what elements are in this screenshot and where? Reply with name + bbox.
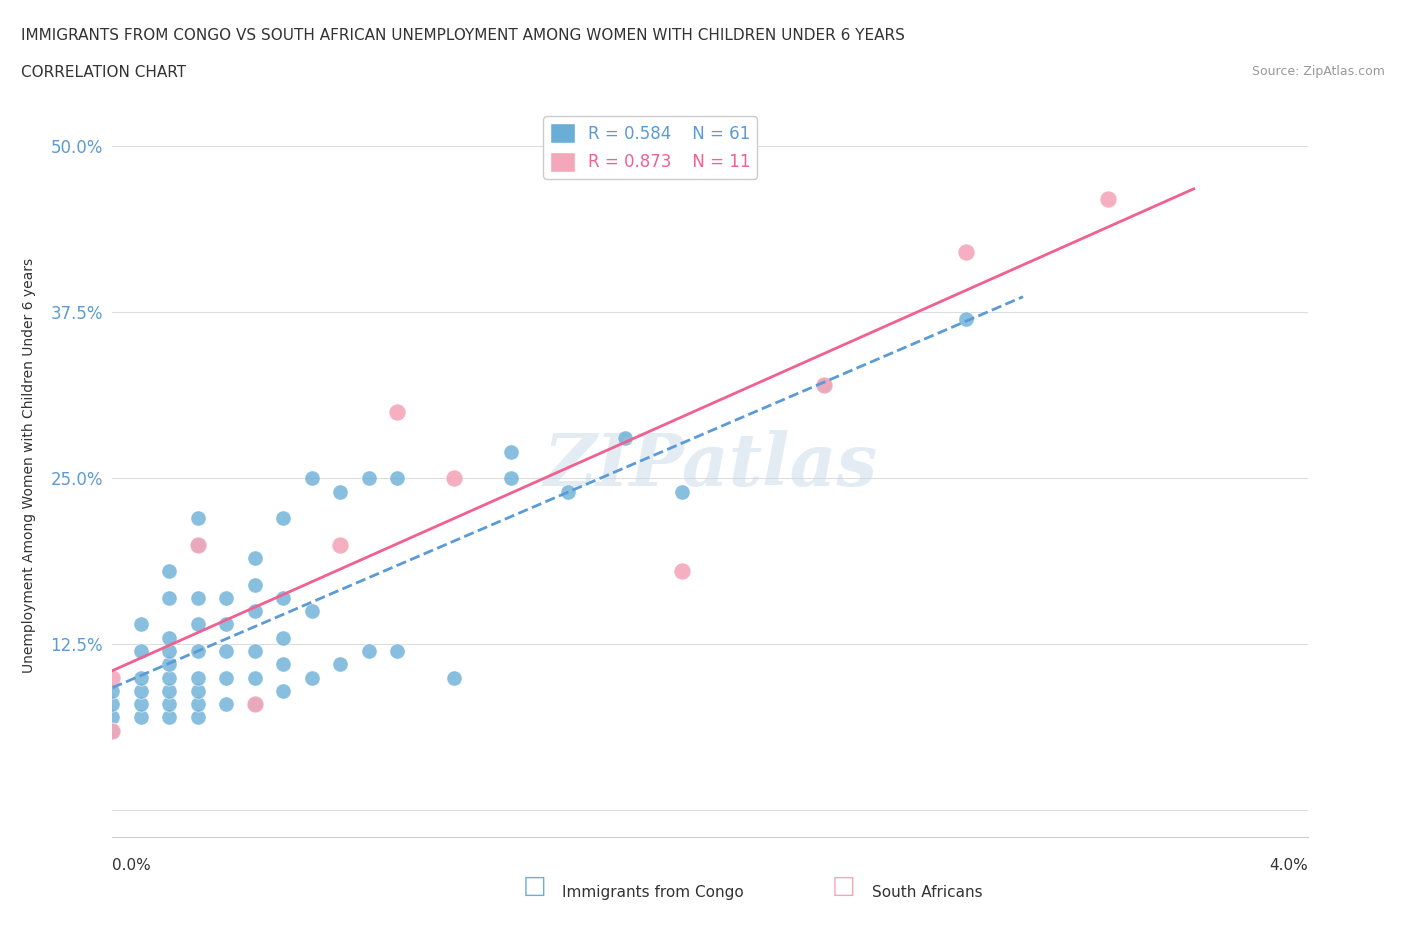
Point [243,697,266,711]
Text: CORRELATION CHART: CORRELATION CHART [21,65,186,80]
Point [955,245,977,259]
Point [385,471,408,485]
Point [557,485,579,499]
Point [301,471,323,485]
Point [243,644,266,658]
Point [443,671,465,685]
Point [215,617,238,631]
Point [129,671,152,685]
Text: Immigrants from Congo: Immigrants from Congo [562,885,744,900]
Point [129,710,152,724]
Point [129,684,152,698]
Point [271,657,294,671]
Point [301,604,323,618]
Point [329,538,352,552]
Text: 0.0%: 0.0% [112,857,152,872]
Point [499,445,522,459]
Point [157,684,180,698]
Point [215,591,238,605]
Y-axis label: Unemployment Among Women with Children Under 6 years: Unemployment Among Women with Children U… [22,258,37,672]
Text: 4.0%: 4.0% [1268,857,1308,872]
Point [187,591,209,605]
Point [271,631,294,645]
Point [101,671,124,685]
Point [271,511,294,525]
Point [187,697,209,711]
Text: IMMIGRANTS FROM CONGO VS SOUTH AFRICAN UNEMPLOYMENT AMONG WOMEN WITH CHILDREN UN: IMMIGRANTS FROM CONGO VS SOUTH AFRICAN U… [21,28,905,43]
Point [129,644,152,658]
Point [187,684,209,698]
Point [187,644,209,658]
Point [101,697,124,711]
Point [187,538,209,552]
Point [157,671,180,685]
Point [271,684,294,698]
Point [1097,192,1119,206]
Point [357,644,380,658]
Point [499,471,522,485]
Point [187,511,209,525]
Point [243,671,266,685]
Point [157,591,180,605]
Legend: R = 0.584    N = 61, R = 0.873    N = 11: R = 0.584 N = 61, R = 0.873 N = 11 [543,116,758,179]
Point [243,604,266,618]
Point [187,617,209,631]
Point [101,684,124,698]
Point [157,657,180,671]
Point [385,405,408,419]
Point [243,578,266,592]
Point [613,431,636,445]
Point [385,644,408,658]
Point [187,538,209,552]
Point [243,697,266,711]
Point [955,312,977,326]
Point [187,710,209,724]
Point [301,671,323,685]
Point [215,671,238,685]
Text: ZIPatlas: ZIPatlas [543,430,877,500]
Point [813,378,835,392]
Point [215,644,238,658]
Point [157,644,180,658]
Point [101,710,124,724]
Point [271,591,294,605]
Point [443,471,465,485]
Point [101,724,124,738]
Point [129,617,152,631]
Point [357,471,380,485]
Text: □: □ [523,874,546,897]
Point [187,671,209,685]
Point [157,710,180,724]
Point [101,724,124,738]
Point [157,631,180,645]
Point [813,378,835,392]
Point [215,697,238,711]
Point [671,564,693,578]
Point [157,564,180,578]
Point [157,697,180,711]
Text: South Africans: South Africans [872,885,983,900]
Point [329,485,352,499]
Point [243,551,266,565]
Text: Source: ZipAtlas.com: Source: ZipAtlas.com [1251,65,1385,78]
Point [129,697,152,711]
Point [671,485,693,499]
Text: □: □ [832,874,855,897]
Point [329,657,352,671]
